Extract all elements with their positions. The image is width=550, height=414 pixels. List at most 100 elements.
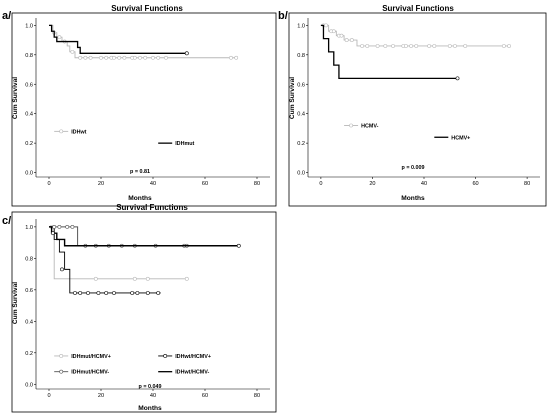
- panel-c-label: c/: [2, 215, 11, 227]
- panel-c-y-tick-label: 0.2: [25, 351, 33, 357]
- panel-b-legend-hcmvneg-label: HCMV-: [361, 123, 379, 129]
- panel-a-series-idhwt-censor: [112, 55, 116, 60]
- panel-a-label: a/: [2, 10, 11, 22]
- panel-b-x-tick-label: 60: [472, 181, 478, 187]
- panel-a-legend-idhwt-label: IDHwt: [71, 129, 86, 135]
- panel-b-y-tick-label: 0.4: [297, 112, 305, 118]
- panel-b-label: b/: [278, 10, 288, 22]
- panel-c-y-axis-title: Cum Survival: [12, 282, 19, 324]
- panel-a-x-tick-label: 0: [47, 181, 50, 187]
- panel-c-series-idhwt-hcmvpos-censor: [73, 291, 77, 295]
- panel-c-series-idhmut-hcmvneg-censor: [52, 224, 57, 229]
- panel-b-series-hcmvneg-censor: [447, 44, 452, 48]
- panel-b-series-hcmvneg-censor: [365, 44, 370, 48]
- panel-c-legend-idhwt-hcmvneg-label: IDHwt/HCMV-: [175, 370, 209, 376]
- panel-c-series-idhwt-hcmvpos-censor: [60, 267, 64, 272]
- panel-a-series-idhwt-censor: [78, 55, 83, 60]
- panel-c-legend-idhmut-hcmvpos-marker: [59, 354, 64, 358]
- panel-b-series-hcmvneg-censor: [324, 23, 328, 28]
- panel-c-y-tick-label: 0.8: [25, 256, 33, 262]
- panel-a-series-idhwt-censor: [132, 55, 137, 60]
- panel-c-x-tick-label: 80: [254, 393, 260, 399]
- panel-c-p-value: p = 0.049: [139, 384, 162, 390]
- panel-a-y-tick-label: 1.0: [25, 23, 33, 29]
- panel-a-y-tick-label: 0.0: [25, 171, 33, 177]
- panel-b-series-hcmvneg-censor: [453, 44, 457, 48]
- panel-c-series-idhmut-hcmvpos-censor: [184, 276, 189, 281]
- panel-a-x-axis-title: Months: [128, 195, 152, 202]
- panel-b-x-tick-label: 20: [369, 181, 375, 187]
- panel-a-series-idhwt-censor: [234, 55, 239, 60]
- panel-c-legend-idhwt-hcmvpos-label: IDHwt/HCMV+: [175, 354, 211, 360]
- panel-a-x-tick-label: 80: [254, 181, 260, 187]
- panel-b-frame: [288, 12, 547, 207]
- panel-b-series-hcmvneg-censor: [404, 44, 408, 48]
- panel-b-series-hcmvneg-censor: [339, 33, 344, 38]
- panel-c-series-idhwt-hcmvpos-line: [49, 226, 161, 294]
- panel-c-series-idhwt-hcmvpos-censor: [156, 291, 161, 295]
- panel-a-y-tick-label: 0.4: [25, 112, 33, 118]
- panel-a-x-tick-label: 20: [98, 181, 104, 187]
- panel-b-legend-hcmvpos-label: HCMV+: [451, 135, 470, 141]
- panel-b-title: Survival Functions: [382, 4, 454, 13]
- panel-b-series-hcmvpos-line: [320, 24, 458, 80]
- panel-c-series-idhmut-hcmvneg-censor: [70, 224, 75, 229]
- panel-c-frame: [11, 211, 277, 413]
- panel-a-series-idhwt-censor: [117, 55, 122, 60]
- panel-c-series-idhmut-hcmvneg-censor: [65, 224, 70, 229]
- panel-a-y-tick-label: 0.6: [25, 82, 33, 88]
- panel-b-y-tick-label: 0.0: [297, 171, 305, 177]
- panel-a: a/ Survival Functions Months Cum Surviva…: [2, 4, 277, 207]
- panel-c-series-idhmut-hcmvneg-line: [49, 226, 239, 247]
- panel-a-series-idhwt-censor: [164, 55, 168, 60]
- panel-c-y-tick-label: 0.0: [25, 382, 33, 388]
- panel-b-y-tick-label: 0.8: [297, 53, 305, 59]
- panel-b-y-tick-label: 0.2: [297, 141, 305, 147]
- panel-a-series-idhwt-censor: [99, 55, 103, 60]
- panel-a-legend-idhmut-label: IDHmut: [175, 141, 194, 147]
- panel-a-series-idhwt-censor: [70, 49, 75, 54]
- panel-c-y-tick-label: 0.6: [25, 288, 33, 294]
- panel-a-series-idhwt-censor: [122, 55, 127, 60]
- panel-b-x-tick-label: 0: [319, 181, 322, 187]
- panel-b-y-axis-title: Cum Survival: [289, 77, 296, 119]
- panel-a-series-idhwt-censor: [104, 55, 109, 60]
- panel-a-title: Survival Functions: [111, 4, 183, 13]
- panel-a-x-tick-label: 60: [202, 181, 208, 187]
- panel-c-series-idhwt-hcmvpos-censor: [145, 291, 150, 295]
- panel-c-series-idhwt-hcmvpos-censor: [104, 291, 109, 295]
- panel-c-x-axis-title: Months: [138, 405, 162, 412]
- panel-c-series-idhmut-hcmvneg-censor: [57, 224, 62, 229]
- panel-c-legend-idhmut-hcmvpos-label: IDHmut/HCMV+: [71, 354, 111, 360]
- panel-b-series-hcmvneg-censor: [360, 44, 365, 48]
- panel-c-x-tick-label: 0: [47, 393, 50, 399]
- panel-b-series-hcmvneg-censor: [427, 44, 432, 48]
- panel-c-series-idhmut-hcmvpos-censor: [145, 276, 150, 281]
- panel-c-series-idhmut-hcmvpos-censor: [93, 276, 98, 281]
- panel-a-frame: [11, 12, 277, 207]
- panel-c-series-idhwt-hcmvpos-censor: [78, 291, 83, 295]
- panel-c-series-idhwt-hcmvneg-line: [49, 226, 239, 247]
- panel-b-series-hcmvneg-censor: [349, 38, 354, 42]
- panel-a-y-tick-label: 0.8: [25, 53, 33, 59]
- panel-a-series-idhwt-censor: [83, 55, 88, 60]
- panel-a-series-idhwt-censor: [138, 55, 142, 60]
- panel-b-y-tick-label: 1.0: [297, 23, 305, 29]
- panel-b-series-hcmvneg-censor: [409, 44, 414, 48]
- panel-a-series-idhwt-censor: [229, 55, 233, 60]
- panel-c-series-idhwt-hcmvpos-censor: [135, 291, 140, 295]
- panel-c-series-idhmut-hcmvpos-censor: [132, 276, 137, 281]
- panel-b-series-hcmvneg-line: [320, 24, 510, 47]
- panel-a-x-tick-label: 40: [150, 181, 156, 187]
- panel-b-series-hcmvpos-censor: [455, 76, 460, 81]
- panel-a-series-idhwt-censor: [88, 55, 93, 60]
- panel-b-series-hcmvneg-censor: [502, 44, 506, 48]
- panel-b-series-hcmvneg-censor: [391, 44, 395, 48]
- panel-a-series-idhmut-line: [49, 24, 187, 54]
- panel-a-series-idhwt-censor: [57, 35, 62, 40]
- panel-b-p-value: p = 0.009: [402, 165, 425, 171]
- panel-c-series-idhwt-hcmvneg-censor: [236, 243, 241, 248]
- panel-b-legend-hcmvneg-marker: [349, 123, 353, 128]
- panel-c-series-idhwt-hcmvpos-censor: [86, 291, 90, 295]
